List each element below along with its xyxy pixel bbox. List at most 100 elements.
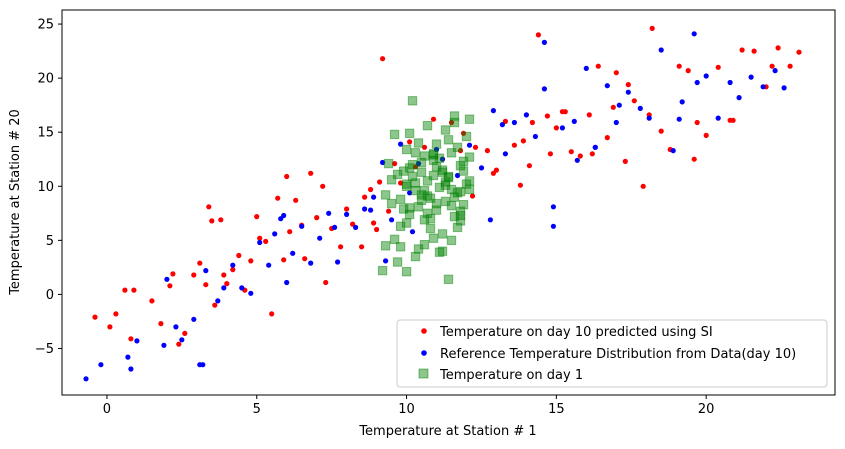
data-point-series-0 — [254, 214, 260, 220]
data-point-series-0 — [377, 179, 383, 185]
data-point-series-2 — [446, 184, 457, 195]
data-point-series-2 — [401, 144, 412, 155]
data-point-series-2 — [404, 163, 415, 173]
data-point-series-2 — [461, 179, 472, 189]
data-point-series-1 — [344, 211, 350, 217]
plot-frame — [61, 9, 836, 396]
data-point-series-0 — [203, 282, 209, 288]
data-point-series-1 — [466, 142, 473, 148]
data-point-series-1 — [781, 85, 787, 91]
data-point-series-0 — [562, 109, 568, 115]
data-point-series-1 — [433, 146, 440, 153]
data-point-series-0 — [529, 119, 536, 126]
x-tick-label: 0 — [103, 402, 111, 417]
data-point-series-2 — [422, 176, 433, 186]
data-point-series-1 — [604, 83, 610, 89]
data-point-series-2 — [434, 153, 445, 163]
data-point-series-2 — [416, 157, 427, 168]
data-point-series-2 — [380, 190, 391, 200]
data-point-series-1 — [161, 342, 167, 348]
data-point-series-0 — [131, 287, 137, 293]
data-point-series-0 — [796, 49, 802, 55]
data-point-series-2 — [401, 218, 412, 228]
x-tick-label: 20 — [698, 402, 715, 417]
data-point-series-1 — [415, 161, 422, 167]
data-point-series-1 — [272, 231, 278, 237]
data-point-series-0 — [715, 64, 721, 70]
data-point-series-2 — [431, 198, 442, 209]
data-point-series-0 — [544, 113, 551, 119]
data-point-series-2 — [452, 188, 463, 198]
data-point-series-1 — [583, 65, 589, 71]
data-point-series-2 — [455, 210, 466, 221]
data-point-series-0 — [694, 119, 700, 126]
data-point-series-0 — [176, 341, 182, 347]
data-point-series-0 — [209, 218, 215, 224]
data-point-series-2 — [458, 200, 469, 210]
data-point-series-2 — [413, 244, 424, 254]
data-point-series-0 — [308, 170, 314, 176]
data-point-series-1 — [215, 298, 221, 304]
data-point-series-0 — [685, 68, 691, 74]
data-point-series-2 — [389, 234, 400, 245]
data-point-series-1 — [317, 235, 323, 241]
data-point-series-0 — [535, 32, 542, 38]
data-point-series-0 — [511, 142, 517, 148]
data-point-series-2 — [428, 170, 439, 181]
data-point-series-2 — [464, 184, 475, 195]
data-point-series-0 — [392, 161, 398, 167]
data-point-series-2 — [434, 247, 445, 257]
data-point-series-2 — [410, 178, 421, 188]
data-point-series-2 — [386, 198, 397, 209]
data-point-series-1 — [574, 157, 580, 163]
data-point-series-2 — [431, 205, 442, 215]
data-point-series-2 — [428, 233, 439, 243]
data-point-series-0 — [625, 82, 631, 88]
data-point-series-2 — [404, 203, 415, 213]
data-point-series-1 — [248, 290, 254, 296]
data-point-series-2 — [455, 216, 466, 226]
data-point-series-2 — [461, 131, 472, 142]
data-point-series-2 — [419, 240, 430, 250]
data-point-series-1 — [125, 354, 131, 360]
data-point-series-0 — [398, 180, 404, 186]
y-tick-label: −5 — [35, 342, 54, 357]
data-point-series-0 — [787, 63, 793, 69]
data-point-series-2 — [431, 162, 442, 172]
data-point-series-0 — [469, 193, 476, 199]
data-point-series-2 — [413, 138, 424, 148]
data-point-series-1 — [380, 159, 386, 166]
y-tick-label: 15 — [37, 126, 54, 141]
data-point-series-0 — [269, 311, 275, 317]
data-point-series-2 — [455, 161, 466, 171]
legend-marker-day1 — [418, 368, 429, 379]
data-point-series-1 — [541, 39, 548, 46]
data-point-series-2 — [422, 208, 433, 219]
data-point-series-0 — [547, 151, 554, 157]
data-point-series-1 — [676, 116, 682, 122]
data-point-series-0 — [323, 279, 329, 286]
data-point-series-2 — [419, 185, 430, 196]
data-point-series-0 — [553, 125, 560, 131]
data-point-series-1 — [736, 95, 742, 101]
data-point-series-0 — [107, 324, 113, 330]
data-point-series-0 — [739, 47, 745, 53]
data-point-series-2 — [422, 191, 433, 201]
data-point-series-2 — [395, 242, 406, 252]
data-point-series-2 — [407, 171, 418, 182]
data-point-series-1 — [266, 262, 272, 268]
data-point-series-2 — [428, 155, 439, 166]
data-point-series-2 — [449, 192, 460, 202]
data-point-series-2 — [386, 175, 397, 185]
data-point-series-2 — [416, 190, 427, 200]
data-point-series-2 — [464, 176, 475, 186]
legend-label-reference: Reference Temperature Distribution from … — [440, 347, 796, 362]
data-point-series-1 — [284, 279, 290, 286]
data-point-series-2 — [458, 156, 469, 167]
data-point-series-1 — [490, 108, 496, 114]
data-point-series-2 — [440, 125, 451, 135]
data-point-series-1 — [550, 223, 557, 229]
data-point-series-1 — [83, 376, 89, 382]
data-point-series-0 — [236, 252, 242, 259]
data-point-series-1 — [98, 362, 104, 368]
